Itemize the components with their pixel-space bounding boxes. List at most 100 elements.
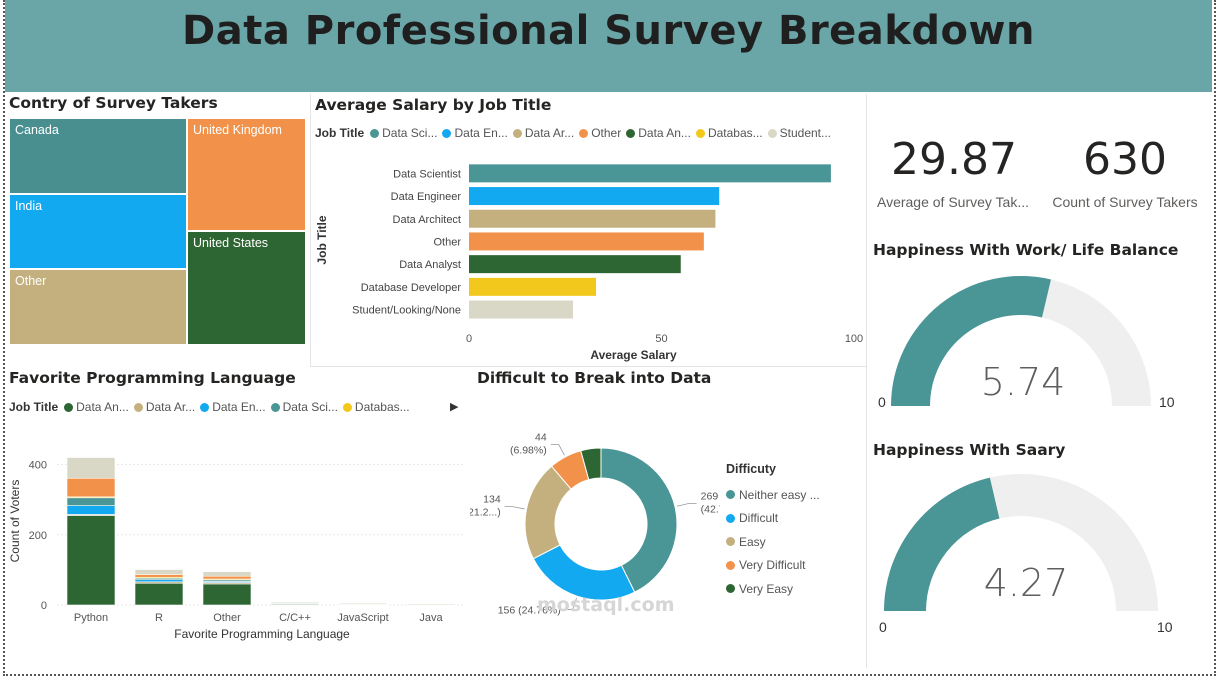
legend-next-arrow-icon[interactable]: ▶	[450, 401, 459, 413]
legend-text: Student...	[779, 126, 832, 140]
language-bar-segment[interactable]	[270, 601, 320, 604]
treemap-cell-united-states[interactable]: United States	[187, 231, 306, 345]
salary-category-label: Data Scientist	[393, 168, 461, 180]
language-category-label: JavaScript	[337, 612, 388, 624]
legend-item[interactable]: Databas...	[695, 126, 763, 140]
legend-item[interactable]: Data En...	[442, 126, 508, 140]
legend-item[interactable]: Data Sci...	[370, 126, 437, 140]
language-bar-segment[interactable]	[66, 505, 116, 515]
language-category-label: R	[155, 612, 163, 624]
treemap-cell-india[interactable]: India	[9, 194, 187, 269]
language-category-label: C/C++	[279, 612, 311, 624]
legend-dot	[726, 584, 735, 594]
legend-item[interactable]: Data Ar...	[512, 126, 574, 140]
legend-text: Other	[591, 126, 622, 140]
work-life-gauge[interactable]	[880, 268, 1170, 410]
salary-bar[interactable]	[469, 209, 716, 228]
language-bar-segment[interactable]	[202, 575, 252, 580]
language-bar-segment[interactable]	[202, 583, 252, 606]
donut-data-label: 44	[535, 432, 547, 444]
donut-legend-item[interactable]: Easy	[726, 530, 866, 554]
donut-slice[interactable]	[600, 447, 678, 593]
salary-category-label: Data Architect	[393, 214, 461, 226]
gauge-fill[interactable]	[884, 477, 1000, 611]
legend-dot	[64, 402, 74, 412]
gauge-max-label: 10	[1157, 619, 1173, 635]
gauge-min-label: 0	[879, 619, 887, 635]
language-bar-segment[interactable]	[406, 603, 456, 606]
header-banner: Data Professional Survey Breakdown	[5, 0, 1212, 92]
salary-bar[interactable]	[469, 232, 704, 251]
count-value: 630	[1083, 134, 1167, 185]
donut-data-label: (42.7%)	[701, 504, 720, 516]
salary-gauge-title: Happiness With Saary	[873, 441, 1066, 459]
legend-dot	[726, 490, 735, 500]
salary-chart-title: Average Salary by Job Title	[315, 96, 552, 114]
donut-slice[interactable]	[580, 447, 602, 481]
treemap-cell-united-kingdom[interactable]: United Kingdom	[187, 118, 306, 231]
legend-item[interactable]: Data An...	[64, 400, 129, 414]
donut-legend-item[interactable]: Very Difficult	[726, 554, 866, 578]
legend-text: Databas...	[354, 400, 410, 414]
salary-bar[interactable]	[469, 255, 681, 274]
avg-age-value: 29.87	[891, 134, 1017, 185]
language-bar-segment[interactable]	[338, 602, 388, 605]
language-bar-segment[interactable]	[134, 574, 184, 578]
donut-leader-line	[504, 506, 525, 510]
salary-bar[interactable]	[469, 300, 573, 319]
salary-bar-chart[interactable]: Data Scientist Data Engineer Data Architec…	[312, 150, 864, 364]
language-bar-segment[interactable]	[66, 477, 116, 498]
legend-item[interactable]: Data Ar...	[133, 400, 195, 414]
language-bar-segment[interactable]	[134, 582, 184, 606]
legend-dot	[695, 128, 705, 138]
treemap-label: Canada	[15, 123, 59, 137]
donut-legend-item[interactable]: Neither easy ...	[726, 483, 866, 507]
language-bar-segment[interactable]	[66, 515, 116, 606]
legend-text: Very Difficult	[739, 558, 806, 573]
legend-item[interactable]: Databas...	[342, 400, 410, 414]
page-title: Data Professional Survey Breakdown	[182, 8, 1035, 54]
salary-bar[interactable]	[469, 187, 720, 206]
language-bar-segment[interactable]	[202, 571, 252, 577]
gauge-fill[interactable]	[891, 276, 1051, 406]
country-treemap[interactable]: Canada United Kingdom India United State…	[9, 118, 306, 345]
donut-legend-item[interactable]: Very Easy	[726, 577, 866, 601]
salary-bar[interactable]	[469, 164, 831, 183]
salary-happiness-gauge[interactable]	[878, 466, 1176, 614]
language-bar-segment[interactable]	[66, 497, 116, 506]
treemap-label: United Kingdom	[193, 123, 282, 137]
legend-dot	[200, 402, 210, 412]
work-life-gauge-value: 5.74	[980, 360, 1066, 404]
difficulty-donut-chart[interactable]: 269(42.7%) 156 (24.76%) 134(21.2...) 44(6.9…	[470, 430, 720, 630]
gauge-max-label: 10	[1159, 394, 1175, 410]
treemap-label: Other	[15, 274, 47, 288]
donut-legend-item[interactable]: Difficult	[726, 507, 866, 531]
legend-item[interactable]: Data En...	[200, 400, 266, 414]
donut-data-label: (6.98%)	[510, 445, 547, 457]
salary-legend: Job Title Data Sci... Data En... Data Ar…	[315, 126, 836, 140]
salary-category-label: Data Analyst	[399, 259, 461, 271]
column-divider	[866, 94, 867, 668]
salary-x-tick: 0	[466, 333, 472, 345]
salary-category-label: Data Engineer	[391, 191, 462, 203]
language-stacked-bar-chart[interactable]: 0 200 400 Python R Other C/C++ JavaScript Java Fa…	[5, 425, 470, 647]
language-bar-segment[interactable]	[66, 457, 116, 479]
legend-item[interactable]: Student...	[767, 126, 832, 140]
legend-item[interactable]: Other	[579, 126, 621, 140]
work-life-gauge-title: Happiness With Work/ Life Balance	[873, 241, 1179, 259]
salary-bar[interactable]	[469, 277, 597, 296]
treemap-cell-other[interactable]: Other	[9, 269, 187, 345]
treemap-title: Contry of Survey Takers	[9, 94, 218, 112]
treemap-cell-canada[interactable]: Canada	[9, 118, 187, 194]
donut-slice[interactable]	[532, 544, 636, 601]
salary-x-tick: 100	[845, 333, 863, 345]
legend-dot	[626, 128, 636, 138]
language-bar-segment[interactable]	[134, 569, 184, 575]
legend-item[interactable]: Data Sci...	[270, 400, 338, 414]
language-x-axis-title: Favorite Programming Language	[174, 627, 350, 641]
language-bar-segment[interactable]	[134, 579, 184, 583]
salary-y-axis-title: Job Title	[315, 215, 329, 264]
donut-data-label: 134	[483, 494, 501, 506]
language-y-axis-title: Count of Voters	[8, 480, 22, 563]
legend-item[interactable]: Data An...	[626, 126, 691, 140]
